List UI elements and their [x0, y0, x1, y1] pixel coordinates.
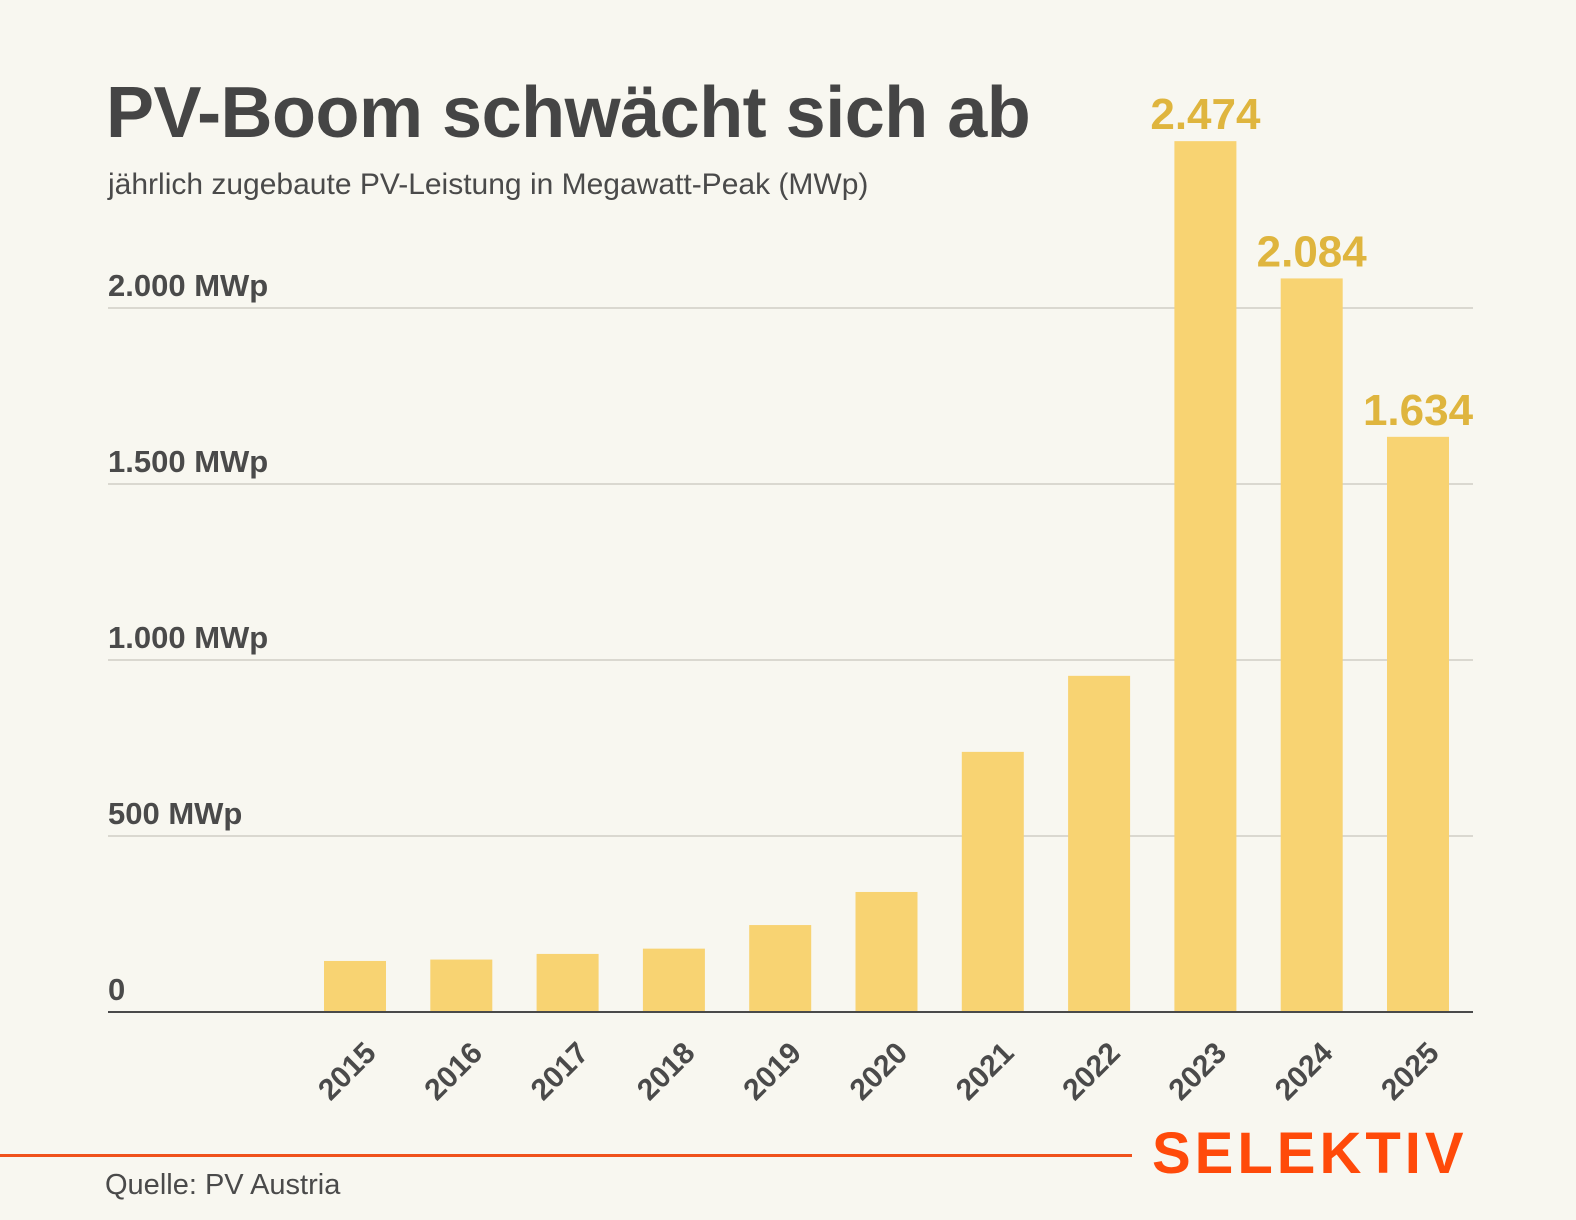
x-tick-label: 2023: [1163, 1036, 1234, 1107]
x-tick-label: 2022: [1056, 1036, 1127, 1107]
x-axis-ticks: 2015 2016 2017 2018 2019 2020 2021 2022 2023 2024…: [312, 1036, 1446, 1107]
x-tick-label: 2019: [737, 1036, 808, 1107]
x-tick-label: 2015: [312, 1036, 383, 1107]
x-tick-label: 2024: [1269, 1036, 1340, 1107]
bar-2017: [536, 953, 599, 1012]
bar-2025: [1387, 436, 1449, 1012]
bar-2023: [1174, 141, 1237, 1013]
value-label: 1.634: [1363, 386, 1474, 435]
value-label: 2.084: [1257, 227, 1368, 276]
y-tick-label: 1.000 MWp: [108, 620, 268, 655]
gridlines: [108, 307, 1473, 837]
footer-divider: [0, 1154, 1132, 1157]
x-tick-label: 2020: [844, 1036, 915, 1107]
bars: [324, 141, 1449, 1013]
x-tick-label: 2017: [525, 1036, 596, 1107]
x-tick-label: 2025: [1375, 1036, 1446, 1107]
bar-2015: [324, 960, 386, 1012]
x-tick-label: 2018: [631, 1036, 702, 1107]
y-tick-label: 0: [108, 972, 125, 1007]
x-tick-label: 2021: [950, 1036, 1021, 1107]
bar-2018: [642, 948, 705, 1012]
chart-title: PV-Boom schwächt sich ab: [106, 73, 1031, 153]
bar-2020: [855, 891, 918, 1012]
source-note: Quelle: PV Austria: [105, 1169, 341, 1201]
y-axis-ticks: 0 500 MWp 1.000 MWp 1.500 MWp 2.000 MWp: [108, 268, 268, 1007]
chart-subtitle: jährlich zugebaute PV-Leistung in Megawa…: [108, 168, 869, 201]
value-label: 2.474: [1150, 90, 1261, 139]
y-tick-label: 500 MWp: [108, 796, 242, 831]
x-tick-label: 2016: [418, 1036, 489, 1107]
y-tick-label: 1.500 MWp: [108, 444, 268, 479]
bar-2016: [430, 959, 493, 1012]
value-labels: 2.474 2.084 1.634: [1150, 90, 1473, 435]
bar-2024: [1280, 278, 1343, 1012]
brand-logo: SELEKTIV: [1152, 1121, 1468, 1186]
bar-2021: [961, 751, 1024, 1012]
y-tick-label: 2.000 MWp: [108, 268, 268, 303]
bar-2022: [1068, 675, 1131, 1012]
bar-2019: [749, 925, 812, 1012]
